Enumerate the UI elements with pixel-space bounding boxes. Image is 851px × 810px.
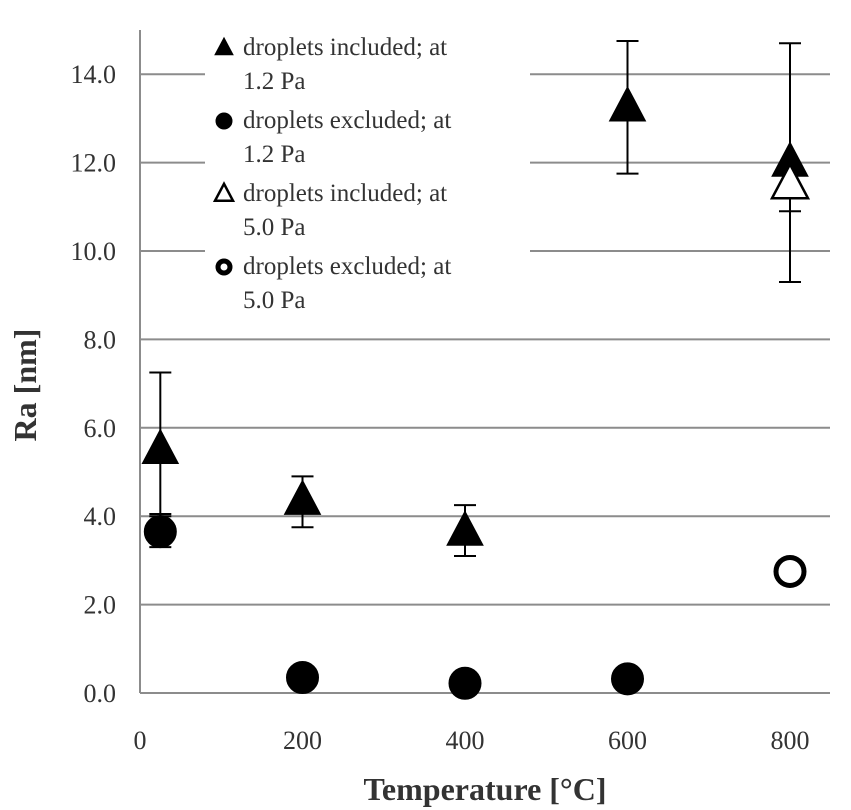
- legend-label: 5.0 Pa: [243, 287, 306, 314]
- legend: droplets included; at 1.2 Pa droplets excl…: [205, 32, 530, 324]
- data-point: [608, 85, 647, 122]
- legend-label: 1.2 Pa: [243, 68, 306, 95]
- legend-label: droplets included; at: [243, 34, 447, 61]
- data-point: [141, 428, 180, 464]
- y-tick-label: 12.0: [71, 149, 117, 178]
- data-point: [611, 662, 644, 696]
- y-tick-label: 4.0: [84, 502, 117, 531]
- data-point: [769, 161, 811, 200]
- legend-marker: [214, 36, 234, 56]
- x-tick-label: 600: [608, 726, 647, 755]
- axes: [139, 30, 830, 694]
- legend-label: droplets excluded; at: [243, 107, 451, 134]
- data-point: [283, 479, 322, 515]
- data-point: [143, 515, 177, 549]
- legend-marker: [212, 181, 236, 203]
- legend-label: 5.0 Pa: [243, 214, 306, 241]
- y-tick-label: 2.0: [84, 591, 117, 620]
- legend-background: [205, 32, 530, 324]
- tick-labels: 0.0 2.0 4.0 6.0 8.0 10.0 12.0 14.0 0 200 400 600 800: [71, 60, 810, 755]
- markers: [141, 85, 811, 700]
- y-tick-label: 0.0: [84, 679, 117, 708]
- x-tick-label: 0: [134, 726, 147, 755]
- legend-marker: [215, 258, 233, 276]
- data-point: [773, 554, 807, 588]
- y-axis-title: Ra [nm]: [7, 329, 43, 442]
- x-tick-label: 200: [283, 726, 322, 755]
- data-point: [446, 510, 484, 546]
- y-tick-label: 8.0: [84, 325, 117, 354]
- x-axis-title: Temperature [°C]: [364, 771, 607, 807]
- y-tick-label: 6.0: [84, 414, 117, 443]
- data-point: [286, 661, 319, 695]
- x-tick-label: 400: [446, 726, 485, 755]
- data-point: [448, 666, 482, 700]
- legend-marker: [215, 112, 233, 130]
- legend-label: droplets included; at: [243, 180, 447, 207]
- y-tick-label: 10.0: [71, 237, 117, 266]
- legend-label: 1.2 Pa: [243, 141, 306, 168]
- y-tick-label: 14.0: [71, 60, 117, 89]
- x-tick-label: 800: [771, 726, 810, 755]
- legend-label: droplets excluded; at: [243, 253, 451, 280]
